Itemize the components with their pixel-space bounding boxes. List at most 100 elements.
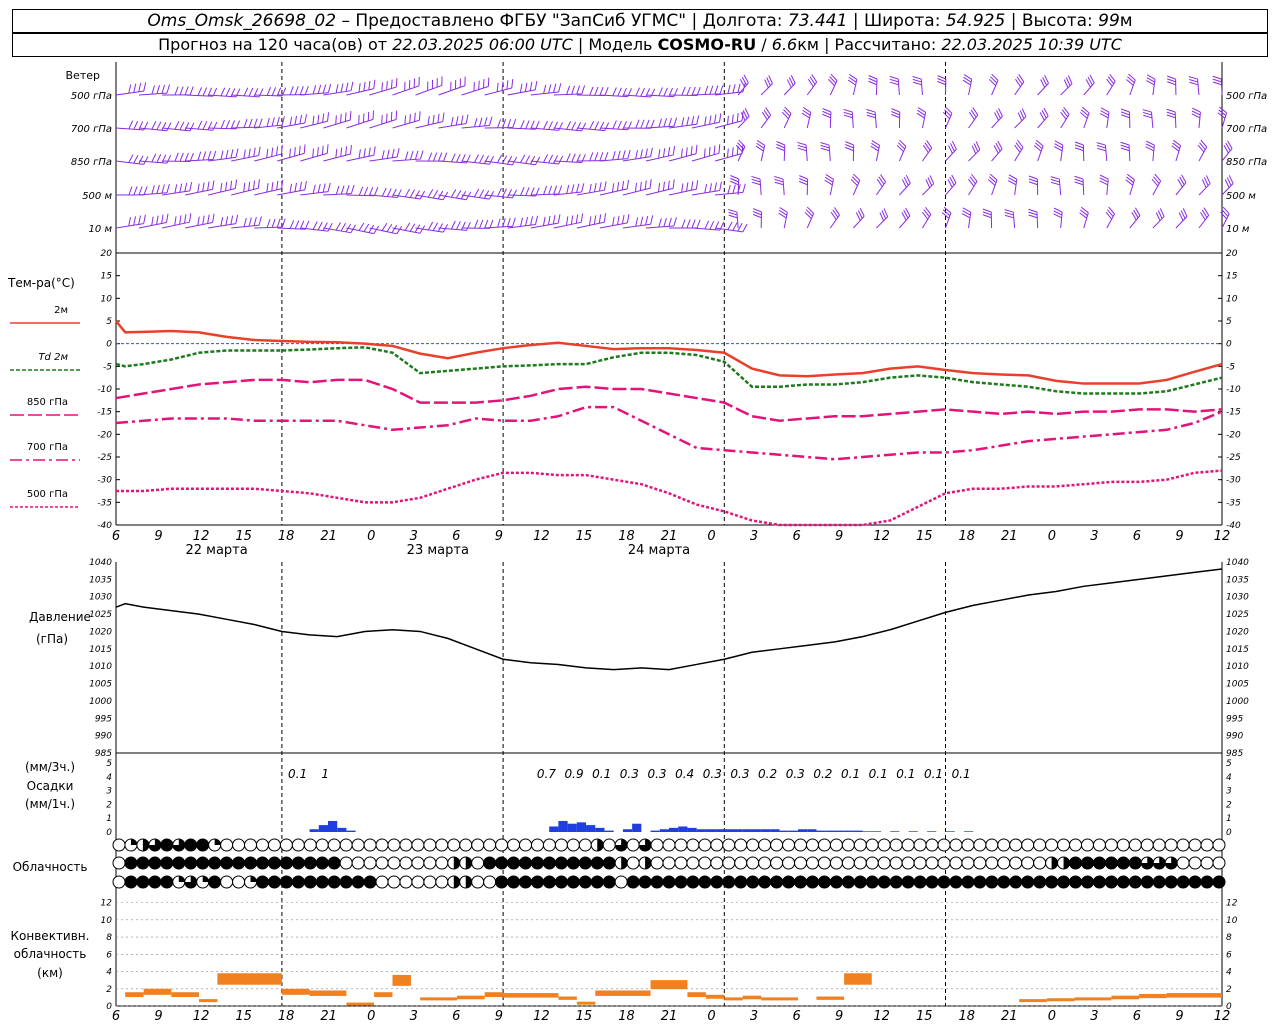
wind-barb-feather — [1212, 78, 1222, 83]
wind-barb-feather — [829, 76, 837, 84]
wind-barb-feather — [266, 117, 270, 127]
cloud-symbol — [1021, 856, 1035, 870]
cloud-symbol — [1092, 875, 1106, 889]
wind-barb-feather — [731, 114, 734, 124]
cloud-circle — [435, 838, 449, 852]
wind-barb — [1033, 139, 1044, 162]
wind-barb — [991, 107, 1003, 129]
wind-barb-feather — [604, 152, 609, 161]
cloud-symbol — [1057, 856, 1071, 870]
wind-barb-feather — [727, 84, 731, 94]
conv-tick-label: 4 — [1226, 968, 1232, 978]
wind-barb-feather — [650, 215, 654, 225]
wind-barb-feather — [530, 187, 535, 197]
cloud-circle — [698, 856, 712, 870]
cloud-fill — [674, 876, 687, 888]
wind-barb — [804, 206, 815, 229]
precip-bar — [567, 823, 577, 832]
cloud-symbol — [315, 856, 329, 870]
wind-barb — [254, 145, 283, 162]
precip-tick-label: 2 — [106, 800, 112, 810]
wind-barb-feather — [248, 217, 252, 227]
wind-barb-feather — [1074, 144, 1084, 149]
cloud-symbol — [829, 875, 843, 889]
wind-barb-feather — [414, 190, 421, 199]
cloud-circle — [1140, 838, 1154, 852]
wind-barb-feather — [673, 217, 677, 227]
precip-bar — [927, 831, 937, 832]
cloud-symbol — [1104, 856, 1118, 870]
wind-barb — [484, 217, 516, 229]
wind-barb-feather — [1146, 74, 1156, 80]
cloud-fill — [178, 876, 185, 882]
wind-barb-feather — [742, 183, 746, 193]
wind-barb-feather — [1107, 76, 1115, 85]
wind-barb-feather — [799, 175, 808, 180]
conv-tick-label: 10 — [101, 916, 113, 926]
wind-barb-feather — [133, 83, 137, 93]
wind-barb-feather — [212, 150, 217, 160]
wind-barb-feather — [696, 115, 700, 125]
wind-barb-feather — [576, 183, 580, 193]
wind-barb-feather — [151, 185, 155, 195]
wind-barb — [822, 108, 832, 129]
wind-barb — [1221, 175, 1234, 196]
wind-barb-feather — [1028, 208, 1038, 213]
wind-barb-feather — [1050, 178, 1060, 183]
wind-barb-feather — [825, 176, 834, 183]
pressure-tick-label: 1040 — [1226, 558, 1249, 568]
hour-tick-label: 0 — [367, 1009, 375, 1024]
wind-barb-feather — [580, 213, 584, 223]
wind-barb — [1146, 74, 1156, 96]
cloud-symbol — [459, 875, 473, 889]
cloud-symbol — [375, 875, 389, 889]
cloud-circle — [1104, 838, 1118, 852]
wind-barb-feather — [478, 117, 483, 127]
cloud-symbol — [1104, 875, 1118, 889]
cloud-fill — [806, 876, 819, 888]
wind-barb-feather — [774, 178, 784, 183]
cloud-symbol — [889, 856, 903, 870]
cloud-symbol — [722, 875, 736, 889]
cloud-symbol — [387, 875, 401, 889]
precip-bar — [871, 831, 881, 832]
wind-barb-feather — [868, 75, 878, 80]
wind-barb-feather — [880, 174, 886, 183]
wind-barb-feather — [924, 142, 931, 151]
cloud-fill — [364, 876, 377, 888]
cloud-symbol — [794, 838, 808, 852]
precip-tick-label: 1 — [106, 814, 112, 824]
cloud-fill — [1033, 876, 1046, 888]
cloud-symbol — [770, 856, 784, 870]
wind-barb-feather — [294, 182, 298, 192]
temp-tick-label: 15 — [1226, 272, 1238, 282]
wind-barb-feather — [668, 217, 672, 227]
wind-barb-feather — [465, 114, 469, 124]
wind-barb-feather — [419, 150, 424, 160]
wind-barb-feather — [942, 209, 951, 217]
wind-barb — [1120, 141, 1131, 162]
wind-barb-feather — [1096, 144, 1106, 149]
precip-bar — [549, 826, 559, 832]
cloud-symbol — [1069, 856, 1083, 870]
wind-barb-feather — [1142, 109, 1152, 113]
cloud-circle — [507, 838, 521, 852]
wind-barb — [185, 120, 218, 131]
conv-bar — [1074, 997, 1112, 1001]
cloud-symbol — [1212, 838, 1226, 852]
wind-barb-feather — [635, 119, 640, 129]
cloud-circle — [483, 838, 497, 852]
cloud-symbol — [1057, 875, 1071, 889]
cloud-fill — [244, 857, 257, 869]
cloud-circle — [817, 856, 831, 870]
wind-barb-feather — [937, 80, 946, 86]
wind-barb-feather — [502, 218, 506, 228]
wind-barb-feather — [704, 85, 709, 95]
temp-series-line — [115, 346, 1223, 395]
temp-tick-label: 15 — [101, 272, 113, 282]
wind-barb — [484, 154, 518, 166]
wind-barb-feather — [276, 218, 281, 228]
wind-barb — [438, 189, 472, 201]
wind-level-label: 500 гПа — [71, 91, 112, 102]
wind-barb-feather — [473, 188, 480, 198]
